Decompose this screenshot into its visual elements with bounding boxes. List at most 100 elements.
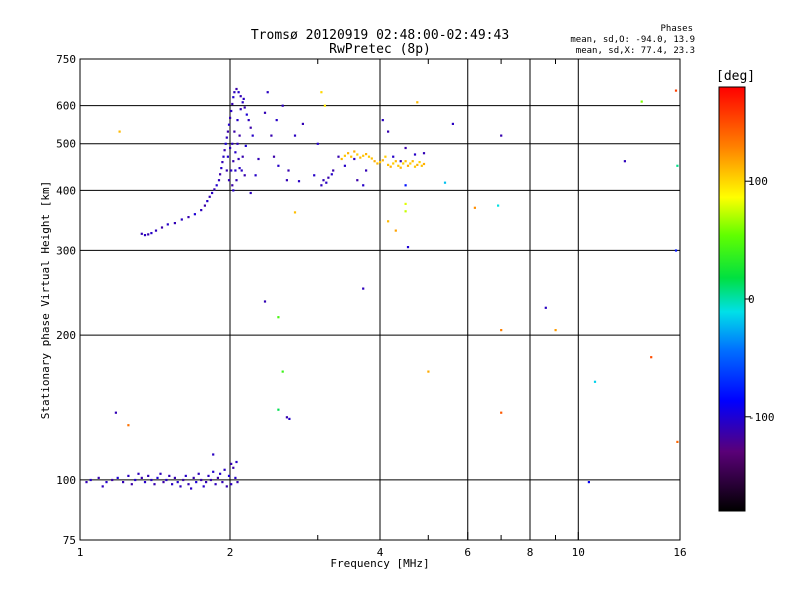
data-point [140, 476, 143, 479]
data-point [215, 184, 218, 187]
x-tick-label: 1 [77, 546, 84, 559]
y-tick-label: 100 [56, 474, 76, 487]
data-point [249, 126, 252, 129]
data-point [422, 152, 426, 155]
data-point [221, 161, 224, 164]
data-point [241, 101, 244, 104]
data-point [232, 160, 235, 163]
data-point [230, 109, 233, 113]
data-point [153, 483, 156, 486]
data-point [243, 106, 246, 109]
data-point [359, 156, 362, 159]
x-tick-label: 6 [464, 546, 471, 559]
data-point [236, 119, 239, 122]
y-axis-label: Stationary phase Virtual Height [km] [39, 180, 52, 420]
data-point [301, 122, 304, 125]
x-tick-label: 4 [377, 546, 384, 559]
data-point [193, 213, 196, 216]
data-point [409, 162, 412, 165]
data-point [225, 136, 228, 139]
data-point [406, 164, 410, 167]
data-point [235, 87, 238, 91]
y-tick-label: 600 [56, 100, 76, 113]
data-point [247, 119, 250, 122]
data-point [387, 220, 390, 223]
data-point [373, 160, 376, 163]
data-point [200, 478, 203, 482]
data-point [402, 162, 405, 165]
data-point [325, 181, 328, 184]
grid-lines [80, 59, 680, 540]
data-point [116, 476, 119, 479]
data-point [184, 474, 187, 477]
data-point [277, 316, 280, 319]
data-point [233, 130, 236, 133]
data-point [206, 200, 209, 203]
y-tick-label: 300 [56, 244, 76, 257]
data-point [211, 191, 214, 195]
data-point [127, 424, 130, 427]
data-point [416, 163, 419, 166]
data-point [353, 150, 356, 153]
data-point [235, 179, 238, 182]
data-point [85, 481, 88, 484]
data-point [544, 306, 547, 309]
data-point [238, 134, 241, 137]
data-point [208, 195, 211, 198]
data-point [242, 97, 245, 100]
data-point [404, 184, 407, 187]
data-point [239, 108, 242, 111]
data-point [127, 474, 130, 477]
data-point [213, 188, 216, 191]
data-point [114, 411, 117, 414]
data-point [232, 466, 235, 469]
data-point [229, 146, 232, 150]
phase-colorbar [719, 87, 745, 511]
x-tick-label: 10 [572, 546, 585, 559]
data-point [676, 440, 679, 443]
data-point [173, 476, 176, 479]
data-point [500, 134, 503, 137]
data-point [237, 91, 240, 94]
data-point [105, 481, 108, 484]
data-point [173, 222, 176, 225]
data-point [244, 144, 247, 147]
data-point [238, 167, 241, 170]
data-point [392, 162, 395, 165]
data-point [192, 476, 195, 479]
data-point [367, 155, 371, 158]
data-point [227, 474, 231, 477]
data-point [231, 184, 234, 187]
data-point [190, 487, 193, 490]
data-point [223, 149, 226, 152]
data-point [171, 483, 174, 486]
data-point [118, 130, 121, 133]
phase-stats-heading: Phases [660, 24, 693, 34]
data-point [195, 481, 198, 484]
data-point [332, 169, 335, 172]
data-point [239, 95, 242, 98]
data-point [236, 142, 239, 145]
data-point [227, 123, 231, 126]
data-point [330, 173, 333, 176]
data-point [180, 218, 183, 221]
data-point [212, 470, 215, 473]
data-point [224, 142, 227, 145]
x-tick-label: 2 [227, 546, 234, 559]
y-tick-label: 200 [56, 329, 76, 342]
data-point [497, 204, 500, 207]
data-point [293, 211, 297, 214]
data-point [397, 164, 400, 167]
data-point [219, 472, 222, 475]
data-point [150, 232, 153, 235]
data-point [347, 152, 350, 155]
data-point [266, 91, 269, 94]
data-point [281, 104, 284, 107]
data-point [176, 481, 179, 484]
data-point [443, 181, 447, 184]
data-point [288, 417, 291, 420]
data-point [217, 179, 221, 182]
data-point [230, 169, 233, 172]
data-point [235, 460, 238, 464]
data-point [230, 462, 233, 465]
